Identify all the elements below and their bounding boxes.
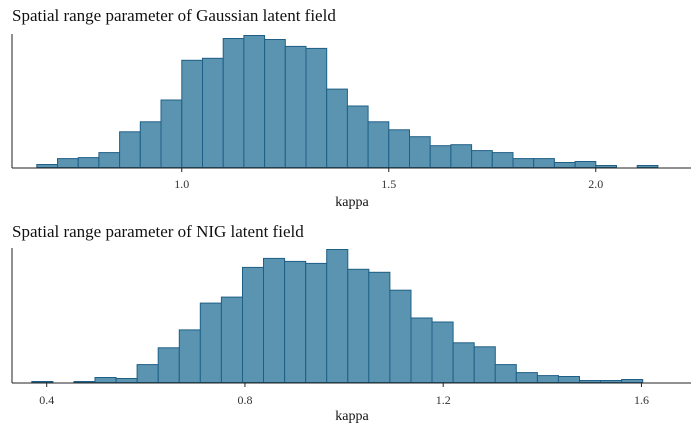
histogram-bar xyxy=(471,150,493,169)
histogram-bar xyxy=(636,165,659,168)
histogram-bar xyxy=(94,377,117,383)
histogram-bar xyxy=(494,364,517,384)
x-tick-label: 0.8 xyxy=(237,393,252,407)
histogram-bar xyxy=(450,144,473,168)
histogram-bar xyxy=(326,88,348,168)
histogram-bar xyxy=(491,152,514,169)
x-tick-label: 0.4 xyxy=(39,393,54,407)
histogram-bar xyxy=(579,380,602,383)
bars-nig xyxy=(31,249,644,384)
chart-title-gaussian: Spatial range parameter of Gaussian late… xyxy=(12,6,336,25)
histogram-bar xyxy=(181,59,204,168)
histogram-bar xyxy=(600,380,623,383)
chart-title-nig: Spatial range parameter of NIG latent fi… xyxy=(12,222,304,241)
histogram-bar xyxy=(222,38,245,168)
histogram-bar xyxy=(431,321,454,383)
histogram-bar xyxy=(347,268,370,383)
histogram-bar xyxy=(284,45,307,168)
histogram-bar xyxy=(36,164,58,168)
histogram-bar xyxy=(346,105,369,168)
x-axis-label-nig: kappa xyxy=(335,409,369,424)
histogram-bar xyxy=(574,161,597,168)
histogram-bar xyxy=(515,372,538,384)
histogram-bar xyxy=(410,317,433,383)
histogram-bar xyxy=(429,145,452,168)
x-tick-label: 2.0 xyxy=(588,177,603,191)
histogram-bar xyxy=(263,257,286,383)
x-tick-label: 1.5 xyxy=(381,177,396,191)
panel-gaussian: Spatial range parameter of Gaussian late… xyxy=(11,6,691,210)
histogram-bar xyxy=(178,329,201,383)
histogram-bar xyxy=(536,375,560,384)
x-tick-label: 1.2 xyxy=(436,393,451,407)
histogram-bar xyxy=(557,376,581,383)
x-ticks-gaussian: 1.0 1.5 2.0 xyxy=(174,168,603,191)
histogram-bar xyxy=(160,99,183,168)
histogram-bar xyxy=(202,57,224,168)
histogram-bar xyxy=(199,302,222,384)
histogram-bar xyxy=(73,381,96,383)
histogram-bar xyxy=(264,39,286,168)
histogram-bar xyxy=(473,346,496,383)
histogram-bar xyxy=(157,347,180,383)
histogram-bar xyxy=(621,379,644,383)
histogram-bar xyxy=(595,165,617,168)
histogram-bar xyxy=(389,289,412,384)
histogram-bar xyxy=(139,121,162,169)
x-tick-label: 1.0 xyxy=(174,177,189,191)
histogram-bar xyxy=(512,158,535,169)
histogram-bar xyxy=(326,249,349,383)
x-axis-label-gaussian: kappa xyxy=(335,195,369,210)
histogram-bar xyxy=(136,364,159,384)
histogram-bar xyxy=(368,271,391,383)
x-ticks-nig: 0.4 0.8 1.2 1.6 xyxy=(39,383,649,407)
histogram-bar xyxy=(57,158,79,169)
histogram-bar xyxy=(115,378,138,383)
histogram-bar xyxy=(409,136,431,168)
histogram-bar xyxy=(388,129,410,169)
panel-nig: Spatial range parameter of NIG latent fi… xyxy=(11,222,691,424)
histogram-bar xyxy=(533,158,555,169)
x-tick-label: 1.6 xyxy=(634,393,649,407)
histogram-bar xyxy=(553,162,576,168)
histogram-bar xyxy=(77,157,100,169)
bars-gaussian xyxy=(36,35,659,169)
histogram-bar xyxy=(119,131,141,169)
histogram-bar xyxy=(242,266,265,383)
histogram-bar xyxy=(452,342,475,383)
histogram-bar xyxy=(284,260,307,383)
histogram-bar xyxy=(305,47,328,168)
histogram-bar xyxy=(243,35,266,168)
histogram-bar xyxy=(367,121,390,169)
histogram-bar xyxy=(31,381,54,383)
histogram-bar xyxy=(98,152,121,169)
histogram-bar xyxy=(220,296,243,384)
histogram-bar xyxy=(305,262,328,383)
